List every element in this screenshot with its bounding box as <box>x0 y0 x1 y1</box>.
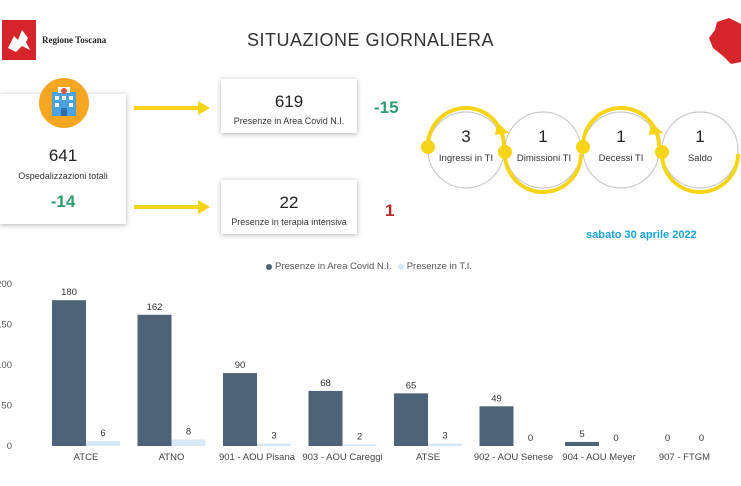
data-label: 2 <box>357 431 362 442</box>
flow-decessi-label: Decessi TI <box>598 153 644 164</box>
data-label: 49 <box>491 393 502 404</box>
total-label: Ospedalizzazioni totali <box>18 171 108 181</box>
x-tick-label: 907 - FTGM <box>659 452 710 463</box>
bar-area-covid <box>479 406 514 446</box>
page-title: SITUAZIONE GIORNALIERA <box>246 30 495 50</box>
total-value: 641 <box>48 146 78 165</box>
data-label: 3 <box>271 431 276 442</box>
tuscany-map-icon <box>709 18 741 71</box>
area-covid-card: 619 Presenze in Area Covid N.I. <box>221 79 357 133</box>
area-covid-value: 619 <box>274 92 304 111</box>
data-label: 162 <box>147 302 163 313</box>
y-tick-label: 100 <box>0 360 12 371</box>
x-tick-label: 904 - AOU Meyer <box>562 452 635 463</box>
legend-swatch-ti <box>397 263 404 270</box>
bar-area-covid <box>223 373 257 446</box>
terapia-delta: 1 <box>385 201 395 220</box>
report-date: sabato 30 aprile 2022 <box>586 229 697 241</box>
area-covid-label: Presenze in Area Covid N.I. <box>233 116 345 126</box>
terapia-label: Presenze in terapia intensiva <box>231 217 347 227</box>
data-label: 0 <box>528 433 533 444</box>
bar-area-covid <box>308 390 343 446</box>
bar-chart: 2001501005001806ATCE1628ATNO903901 - AOU… <box>0 279 710 463</box>
bar-area-covid <box>137 314 172 446</box>
bar-area-covid <box>394 393 428 446</box>
brand-logo: Regione Toscana <box>2 20 106 60</box>
legend-item-area-covid: Presenze in Area Covid N.I. <box>266 261 392 272</box>
legend-item-ti: Presenze in T.I. <box>397 261 473 272</box>
x-tick-label: ATNO <box>159 452 185 463</box>
data-label: 65 <box>406 380 417 391</box>
x-tick-label: 901 - AOU Pisana <box>219 452 296 463</box>
x-tick-label: ATCE <box>74 452 99 463</box>
data-label: 5 <box>579 429 584 440</box>
data-label: 6 <box>100 428 105 439</box>
brand-name: Regione Toscana <box>42 35 107 45</box>
terapia-intensiva-card: 22 Presenze in terapia intensiva <box>221 180 357 234</box>
flow-decessi-value: 1 <box>616 127 626 146</box>
legend-label-area-covid: Presenze in Area Covid N.I. <box>275 261 392 272</box>
area-covid-delta: -15 <box>374 98 399 117</box>
bar-ti <box>428 443 462 446</box>
data-label: 68 <box>320 378 331 389</box>
x-tick-label: 903 - AOU Careggi <box>302 452 382 463</box>
terapia-value: 22 <box>279 193 299 212</box>
flow-ingressi-value: 3 <box>461 127 471 146</box>
bar-area-covid <box>565 441 599 446</box>
total-delta: -14 <box>50 192 76 211</box>
bar-area-covid <box>52 300 86 446</box>
legend-label-ti: Presenze in T.I. <box>406 261 473 272</box>
data-label: 0 <box>665 433 670 444</box>
flow-ingressi-label: Ingressi in TI <box>438 153 494 164</box>
x-tick-label: 902 - AOU Senese <box>474 452 553 463</box>
data-label: 8 <box>186 427 191 438</box>
bar-ti <box>86 441 120 446</box>
y-tick-label: 150 <box>0 320 12 331</box>
data-label: 0 <box>613 433 618 444</box>
bar-ti <box>257 443 291 446</box>
flow-dimissioni-label: Dimissioni TI <box>516 153 572 164</box>
chart-legend: Presenze in Area Covid N.I. Presenze in … <box>266 261 478 272</box>
y-tick-label: 0 <box>7 441 12 452</box>
data-label: 90 <box>235 360 246 371</box>
hospital-icon <box>39 78 89 128</box>
y-tick-label: 50 <box>1 401 12 412</box>
flow-saldo-label: Saldo <box>687 153 713 164</box>
x-tick-label: ATSE <box>416 452 440 463</box>
y-tick-label: 200 <box>0 279 12 290</box>
bar-ti <box>342 444 377 446</box>
data-label: 0 <box>699 433 704 444</box>
bar-ti <box>171 439 206 446</box>
flow-dimissioni-value: 1 <box>538 127 548 146</box>
data-label: 3 <box>442 431 447 442</box>
data-label: 180 <box>61 287 77 298</box>
flow-saldo-value: 1 <box>695 127 705 146</box>
regione-toscana-logo <box>2 20 36 60</box>
legend-swatch-area-covid <box>266 263 272 270</box>
